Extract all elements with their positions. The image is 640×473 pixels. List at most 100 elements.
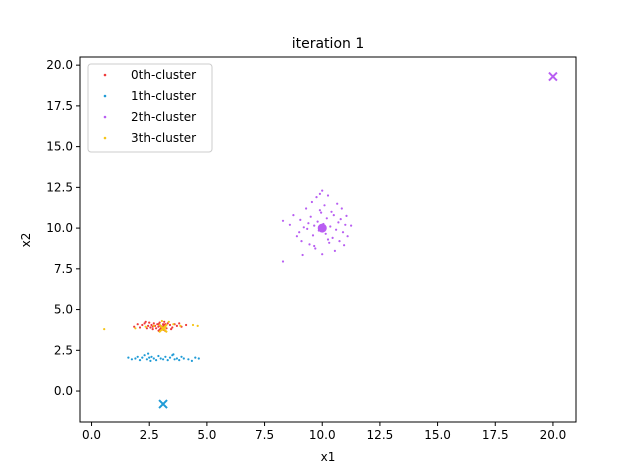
data-point	[329, 225, 332, 228]
centroid-marker-1	[158, 399, 168, 409]
data-point	[141, 356, 144, 359]
data-point	[149, 359, 152, 362]
data-point	[167, 320, 170, 323]
x-tick-label: 17.5	[482, 428, 509, 442]
data-point	[313, 224, 316, 227]
data-point	[130, 358, 133, 361]
data-point	[168, 323, 172, 327]
legend-marker	[103, 136, 107, 140]
data-point	[148, 356, 151, 359]
data-point	[159, 357, 162, 360]
data-point	[346, 235, 349, 238]
y-axis-label: x2	[19, 233, 33, 248]
legend-label: 2th-cluster	[131, 110, 196, 124]
data-point	[345, 214, 348, 217]
data-point	[197, 357, 200, 360]
data-point	[158, 321, 161, 324]
data-point	[178, 359, 181, 362]
data-point	[324, 232, 327, 235]
data-point	[336, 202, 339, 205]
data-point	[308, 243, 311, 246]
data-point	[313, 244, 316, 248]
data-point	[194, 356, 197, 359]
data-point	[148, 321, 151, 324]
x-tick-label: 15.0	[424, 428, 451, 442]
data-point	[172, 353, 175, 356]
data-point	[281, 260, 285, 263]
x-tick-label: 12.5	[367, 428, 394, 442]
data-point	[143, 354, 146, 357]
data-point	[288, 223, 291, 226]
data-point	[302, 226, 305, 229]
y-tick-label: 20.0	[46, 58, 73, 72]
data-point	[144, 320, 147, 323]
data-point	[141, 323, 144, 327]
legend-label: 0th-cluster	[131, 68, 196, 82]
data-point	[281, 219, 285, 222]
legend: 0th-cluster 1th-cluster 2th-cluster 3th-clu…	[87, 63, 213, 153]
data-point	[127, 356, 130, 359]
y-tick-label: 2.5	[54, 343, 73, 357]
data-point	[160, 319, 163, 323]
data-point	[151, 328, 154, 331]
data-point	[172, 323, 175, 326]
data-point	[155, 327, 158, 330]
data-point	[150, 355, 153, 358]
data-point	[196, 324, 199, 327]
x-tick-label: 10.0	[309, 428, 336, 442]
data-point	[339, 218, 342, 221]
data-point	[134, 357, 137, 360]
y-tick-label: 5.0	[54, 303, 73, 317]
data-point	[166, 322, 169, 325]
data-point	[147, 324, 150, 327]
centroid-marker-2	[317, 223, 327, 233]
data-point	[163, 320, 166, 323]
data-point	[175, 324, 178, 327]
data-point	[179, 324, 182, 327]
data-point	[318, 209, 321, 212]
data-point	[145, 358, 148, 361]
data-point	[335, 228, 338, 231]
data-point	[344, 223, 347, 226]
x-axis-label: x1	[321, 450, 336, 464]
data-point	[310, 200, 313, 204]
data-point	[321, 189, 324, 192]
data-point	[157, 325, 160, 328]
y-tick-label: 7.5	[54, 262, 73, 276]
series-1	[127, 352, 200, 362]
data-point	[191, 323, 195, 327]
centroid-stroke	[158, 399, 168, 409]
data-point	[182, 357, 185, 360]
y-tick-label: 12.5	[46, 180, 73, 194]
data-point	[168, 356, 172, 359]
x-tick-label: 5.0	[197, 428, 216, 442]
legend-label: 1th-cluster	[131, 89, 196, 103]
data-point	[326, 238, 330, 241]
data-point	[315, 196, 318, 199]
centroid-marker-3	[158, 323, 168, 334]
y-tick-label: 17.5	[46, 99, 73, 113]
data-point	[145, 327, 148, 330]
data-point	[300, 240, 303, 243]
centroid-stroke	[158, 323, 168, 334]
data-point	[190, 359, 193, 362]
data-point	[162, 358, 165, 361]
legend-marker	[103, 94, 107, 98]
data-point	[155, 359, 158, 362]
data-point	[325, 217, 328, 220]
plot-area	[103, 71, 558, 409]
data-point	[337, 221, 340, 224]
centroid-marker-extra-2	[548, 71, 558, 82]
data-point	[323, 204, 326, 207]
data-point	[330, 210, 333, 213]
data-point	[164, 355, 167, 358]
data-point	[343, 244, 346, 247]
data-point	[187, 358, 190, 361]
data-point	[314, 247, 317, 250]
legend-box	[87, 63, 213, 153]
y-tick-label: 10.0	[46, 221, 73, 235]
data-point	[305, 207, 308, 210]
data-point	[340, 207, 343, 210]
plot-frame	[79, 56, 577, 423]
